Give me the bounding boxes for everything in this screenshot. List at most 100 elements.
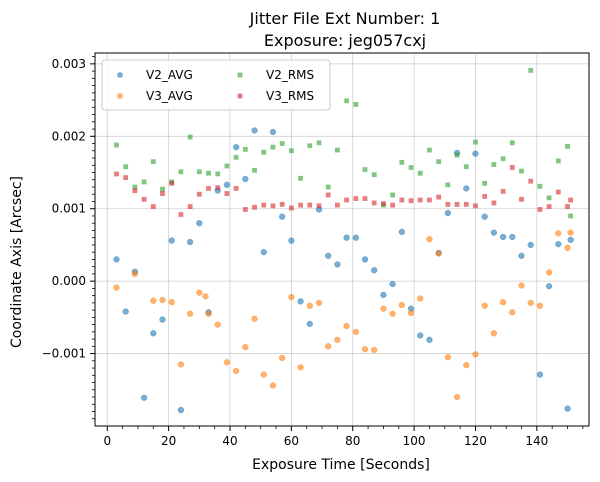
data-point	[353, 196, 359, 201]
legend-label: V3_AVG	[146, 89, 193, 103]
data-point	[169, 180, 175, 186]
data-point	[343, 322, 350, 330]
data-point	[518, 282, 525, 289]
data-point	[159, 296, 166, 304]
data-point	[252, 204, 257, 210]
data-point	[206, 186, 211, 191]
data-point	[140, 394, 148, 401]
data-point	[371, 200, 377, 206]
data-point	[389, 280, 396, 288]
data-point	[297, 298, 304, 305]
data-point	[215, 185, 221, 191]
data-point	[279, 141, 285, 146]
data-point	[555, 158, 561, 164]
data-point	[445, 182, 451, 188]
data-point	[482, 180, 488, 186]
data-point	[380, 291, 387, 299]
legend-label: V2_RMS	[266, 68, 314, 82]
data-point	[223, 359, 231, 366]
data-point	[500, 156, 506, 162]
data-point	[177, 361, 185, 368]
data-point	[242, 207, 248, 212]
y-tick-label: 0.001	[52, 202, 86, 216]
data-point	[417, 332, 424, 339]
data-point	[316, 140, 322, 146]
data-point	[214, 321, 221, 328]
data-point	[568, 197, 573, 203]
data-point	[298, 175, 303, 181]
x-tick-label: 20	[161, 434, 176, 448]
data-point	[426, 336, 433, 343]
data-point	[528, 67, 534, 73]
data-point	[279, 213, 286, 220]
data-point	[196, 169, 202, 175]
data-point	[202, 293, 209, 300]
data-point	[426, 235, 433, 243]
data-point	[509, 233, 516, 241]
data-point	[398, 228, 405, 236]
data-point	[177, 406, 185, 414]
data-point	[316, 203, 322, 209]
data-point	[279, 201, 285, 207]
data-point	[463, 164, 469, 170]
data-point	[398, 301, 405, 309]
data-point	[362, 196, 368, 201]
data-point	[260, 249, 267, 256]
data-point	[482, 194, 488, 199]
data-point	[500, 188, 506, 194]
data-point	[454, 201, 460, 207]
x-tick-label: 140	[525, 434, 548, 448]
data-point	[344, 98, 350, 104]
data-point	[473, 203, 478, 209]
data-point	[490, 229, 498, 236]
data-point	[444, 209, 452, 217]
data-point	[417, 197, 423, 203]
data-point	[288, 148, 294, 154]
x-tick-label: 80	[345, 434, 360, 448]
data-point	[353, 102, 359, 107]
data-point	[509, 165, 515, 170]
data-point	[545, 283, 553, 290]
data-point	[196, 220, 203, 227]
data-point	[334, 336, 341, 343]
data-point	[417, 170, 423, 176]
data-point	[381, 201, 386, 207]
legend-label: V3_RMS	[266, 89, 314, 103]
data-point	[196, 289, 203, 296]
data-point	[463, 185, 470, 192]
data-point	[141, 179, 147, 185]
data-point	[536, 302, 544, 309]
y-tick-label: 0.002	[52, 129, 86, 143]
data-point	[527, 299, 534, 307]
data-point	[178, 212, 184, 217]
data-point	[499, 298, 507, 306]
data-point	[565, 204, 570, 209]
data-point	[390, 192, 396, 198]
data-point	[555, 189, 561, 195]
axis-ticks: 0 20 40 60 80 100 120 140 −0.001 0.000 0.001 0.002 0…	[42, 56, 584, 448]
data-point	[270, 203, 276, 209]
data-point	[408, 165, 414, 170]
data-point	[325, 343, 332, 350]
data-point	[150, 159, 156, 165]
x-tick-label: 40	[222, 434, 237, 448]
data-point	[223, 181, 231, 188]
plot-frame	[94, 52, 590, 427]
data-point	[186, 310, 194, 317]
series-v3-rms	[114, 165, 573, 217]
data-point	[150, 204, 156, 209]
data-point	[567, 229, 574, 236]
data-point	[334, 147, 340, 153]
data-point	[315, 299, 323, 307]
data-point	[251, 127, 258, 134]
data-point	[242, 343, 249, 351]
data-point	[233, 186, 239, 191]
data-point	[555, 230, 562, 237]
data-point	[352, 234, 359, 241]
data-point	[546, 195, 552, 201]
y-axis-label: Coordinate Axis [Arcsec]	[9, 176, 25, 348]
y-tick-label: 0.003	[52, 57, 86, 71]
data-point	[261, 149, 267, 155]
data-point	[150, 297, 157, 304]
